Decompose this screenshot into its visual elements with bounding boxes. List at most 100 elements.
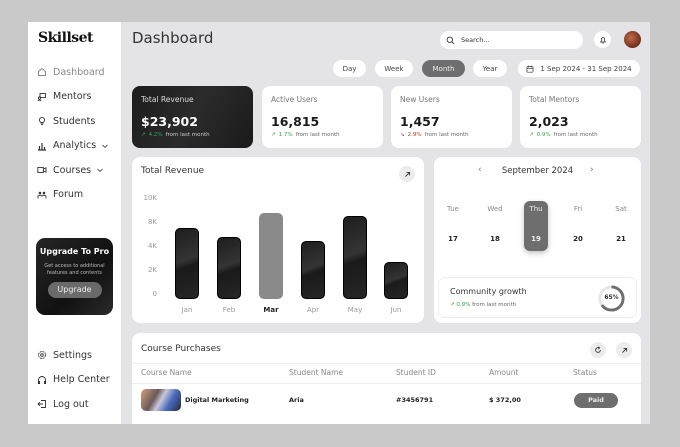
bar-mar[interactable] (259, 213, 283, 299)
sidebar-item-help-center[interactable]: Help Center (37, 368, 110, 393)
bell-icon (599, 36, 606, 44)
stat-change: ↗ 0.9% from last month (529, 132, 598, 138)
period-tab-week[interactable]: Week (375, 60, 413, 77)
mentors-icon (37, 92, 46, 102)
expand-chart-button[interactable] (399, 166, 415, 182)
community-growth-percent: 65% (604, 294, 619, 301)
sidebar-item-dashboard[interactable]: Dashboard (37, 60, 109, 85)
column-header[interactable]: Status (573, 368, 597, 377)
sidebar-nav: Dashboard Mentors Students Analytics Cou… (37, 60, 109, 207)
student-id: #3456791 (396, 396, 434, 404)
sidebar-item-label: Log out (53, 398, 89, 410)
page-title: Dashboard (132, 29, 214, 47)
home-icon (38, 68, 46, 77)
progress-ring-icon (598, 285, 625, 312)
app-window: Skillset Dashboard Mentors Students Anal… (28, 22, 650, 424)
y-tick: 8K (147, 218, 157, 226)
calendar-day-name: Tue (447, 205, 459, 213)
logout-icon (37, 400, 46, 409)
upgrade-button[interactable]: Upgrade (47, 282, 102, 298)
search-input[interactable] (461, 36, 571, 44)
sidebar-item-students[interactable]: Students (37, 109, 109, 134)
bar-feb[interactable] (217, 237, 241, 299)
sidebar-item-courses[interactable]: Courses (37, 158, 109, 183)
stat-label: Active Users (271, 95, 318, 104)
community-growth-card: Community growth ↗ 0.9% from last month … (438, 277, 637, 318)
sidebar-item-label: Help Center (53, 374, 110, 386)
column-header[interactable]: Amount (489, 368, 519, 377)
sidebar: Skillset Dashboard Mentors Students Anal… (28, 22, 121, 424)
sidebar-item-settings[interactable]: Settings (37, 343, 110, 368)
sidebar-item-mentors[interactable]: Mentors (37, 85, 109, 110)
period-tab-year[interactable]: Year (473, 60, 507, 77)
calendar-selected-day[interactable] (524, 201, 548, 251)
search-bar[interactable] (440, 31, 583, 49)
stat-card-total-mentors: Total Mentors 2,023 ↗ 0.9% from last month (520, 86, 641, 148)
stat-value: $23,902 (141, 114, 198, 129)
sidebar-item-forum[interactable]: Forum (37, 183, 109, 208)
calendar-card: ‹ September 2024 › Tue Wed Thu Fri Sat 1… (434, 157, 641, 323)
upgrade-title: Upgrade To Pro (39, 247, 110, 256)
bar-apr[interactable] (301, 241, 325, 299)
video-icon (37, 167, 47, 174)
calendar-icon (526, 65, 534, 73)
course-thumbnail (141, 389, 181, 411)
chevron-down-icon[interactable] (101, 142, 109, 150)
x-label: May (347, 306, 363, 314)
calendar-day-name: Fri (573, 205, 583, 213)
calendar-date[interactable]: 18 (490, 235, 500, 243)
trend-up-icon: ↗ (271, 132, 276, 138)
y-tick: 4K (147, 242, 157, 250)
upgrade-description: Get access to additional features and co… (44, 263, 105, 276)
bar-jun[interactable] (384, 262, 408, 299)
calendar-day-name: Thu (529, 205, 543, 213)
x-label: Mar (263, 306, 279, 314)
prev-month-button[interactable]: ‹ (478, 165, 482, 175)
refresh-button[interactable] (590, 342, 606, 358)
sidebar-item-analytics[interactable]: Analytics (37, 134, 109, 159)
bar-may[interactable] (343, 216, 367, 299)
community-growth-change: ↗ 0.9% from last month (450, 302, 517, 308)
trend-up-icon: ↗ (141, 132, 146, 138)
course-purchases-card: Course Purchases Course Name Student Nam… (132, 333, 641, 424)
date-range-picker[interactable]: 1 Sep 2024 - 31 Sep 2024 (518, 60, 640, 77)
column-header[interactable]: Student ID (396, 368, 436, 377)
community-growth-title: Community growth (450, 287, 527, 296)
period-tab-month[interactable]: Month (422, 60, 465, 77)
stat-change: ↗ 1.7% from last month (271, 132, 340, 138)
calendar-date[interactable]: 17 (448, 235, 458, 243)
user-avatar[interactable] (624, 31, 641, 48)
status-badge: Paid (574, 393, 618, 408)
calendar-day-name: Wed (487, 205, 503, 213)
sidebar-bottom-nav: Settings Help Center Log out (37, 343, 110, 417)
column-header[interactable]: Student Name (289, 368, 344, 377)
calendar-date[interactable]: 21 (616, 235, 626, 243)
course-name: Digital Marketing (185, 396, 249, 404)
student-name: Aria (289, 396, 304, 404)
divider (132, 383, 641, 384)
refresh-icon (595, 346, 601, 353)
period-tab-day[interactable]: Day (333, 60, 366, 77)
stat-change: ↘ 2.9% from last month (400, 132, 469, 138)
x-label: Apr (306, 306, 320, 314)
stat-label: Total Mentors (529, 95, 580, 104)
notification-button[interactable] (594, 31, 611, 48)
arrow-up-right-icon (621, 347, 627, 353)
sidebar-item-logout[interactable]: Log out (37, 392, 110, 417)
expand-table-button[interactable] (616, 342, 632, 358)
chevron-down-icon[interactable] (96, 166, 104, 174)
students-icon (38, 117, 46, 126)
logo: Skillset (38, 30, 94, 46)
amount: $ 372,00 (489, 396, 521, 404)
chart-title: Total Revenue (141, 166, 205, 176)
date-range-text: 1 Sep 2024 - 31 Sep 2024 (540, 64, 632, 73)
column-header[interactable]: Course Name (141, 368, 192, 377)
x-label: Feb (222, 306, 236, 314)
calendar-date[interactable]: 20 (573, 235, 583, 243)
calendar-date[interactable]: 19 (531, 235, 541, 243)
stat-value: 1,457 (400, 114, 440, 129)
next-month-button[interactable]: › (590, 165, 594, 175)
y-tick: 2K (147, 266, 157, 274)
x-label: Jan (181, 306, 193, 314)
bar-jan[interactable] (175, 228, 199, 299)
